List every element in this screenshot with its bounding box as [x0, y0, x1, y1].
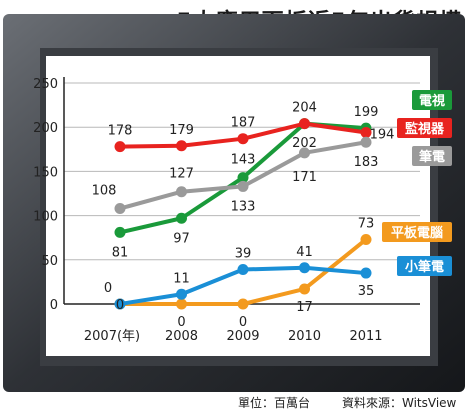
legend-swatch-筆電: [412, 146, 452, 166]
legend-swatch-平板電腦: [382, 222, 452, 242]
data-label: 202: [292, 136, 317, 151]
data-point: [299, 147, 310, 159]
data-point: [176, 186, 187, 198]
data-point: [114, 203, 126, 215]
data-label: 0: [104, 281, 112, 296]
data-label: 17: [296, 300, 313, 315]
data-label: 178: [108, 124, 133, 139]
y-tick-label: 100: [33, 210, 58, 225]
data-point: [299, 118, 310, 130]
data-label: 11: [173, 271, 190, 286]
data-label: 39: [235, 247, 252, 262]
data-point: [299, 262, 310, 274]
x-tick-label: 2011: [349, 329, 382, 344]
data-point: [114, 141, 126, 153]
legend-label: 平板電腦: [391, 225, 443, 241]
x-tick-label: 2009: [226, 329, 259, 344]
data-label: 35: [358, 284, 375, 299]
data-label: 127: [169, 167, 194, 182]
data-label: 97: [173, 231, 190, 246]
data-label: 133: [231, 199, 256, 214]
data-point: [114, 226, 126, 238]
y-tick-label: 150: [33, 165, 58, 180]
data-label: 183: [354, 155, 379, 170]
data-label: 179: [169, 123, 194, 138]
x-tick-label: 2008: [165, 329, 198, 344]
data-label: 194: [370, 128, 395, 143]
y-tick-label: 250: [33, 77, 58, 92]
data-label: 0: [177, 315, 185, 330]
data-label: 187: [231, 116, 256, 131]
data-point: [237, 133, 249, 145]
source-note: 資料來源：WitsView: [342, 396, 457, 410]
data-label: 199: [354, 105, 379, 120]
data-point: [237, 298, 249, 310]
data-label: 81: [112, 245, 129, 260]
y-tick-label: 50: [41, 254, 58, 269]
data-label: 171: [292, 170, 317, 185]
data-point: [360, 267, 372, 279]
data-label: 0: [116, 298, 124, 313]
legend-swatch-監視器: [397, 118, 452, 138]
unit-note: 單位：百萬台: [238, 396, 311, 410]
data-point: [176, 140, 187, 152]
data-point: [360, 136, 372, 148]
data-point: [176, 212, 187, 224]
data-label: 108: [92, 184, 117, 199]
legend-swatch-電視: [412, 90, 452, 110]
data-label: 204: [292, 101, 317, 116]
data-point: [237, 264, 249, 276]
legend-swatch-小筆電: [397, 256, 452, 276]
data-label: 41: [296, 245, 313, 260]
y-tick-label: 0: [50, 298, 58, 313]
data-point: [176, 288, 187, 300]
data-label: 0: [239, 315, 247, 330]
data-point: [360, 127, 372, 139]
data-point: [360, 233, 372, 245]
y-tick-label: 200: [33, 121, 58, 136]
data-point: [299, 283, 310, 295]
x-tick-label: 2007(年): [84, 329, 140, 344]
data-label: 143: [231, 153, 256, 168]
legend-label: 筆電: [419, 149, 445, 165]
data-label: 73: [358, 216, 375, 231]
data-point: [237, 180, 249, 192]
legend-label: 電視: [419, 93, 445, 109]
x-tick-label: 2010: [288, 329, 321, 344]
legend-label: 監視器: [405, 121, 445, 137]
data-point: [176, 298, 187, 310]
data-point: [114, 298, 126, 310]
data-point: [237, 172, 249, 184]
legend-label: 小筆電: [405, 259, 444, 275]
